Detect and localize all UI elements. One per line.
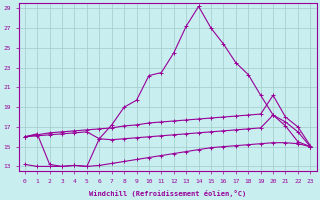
X-axis label: Windchill (Refroidissement éolien,°C): Windchill (Refroidissement éolien,°C) xyxy=(89,190,246,197)
